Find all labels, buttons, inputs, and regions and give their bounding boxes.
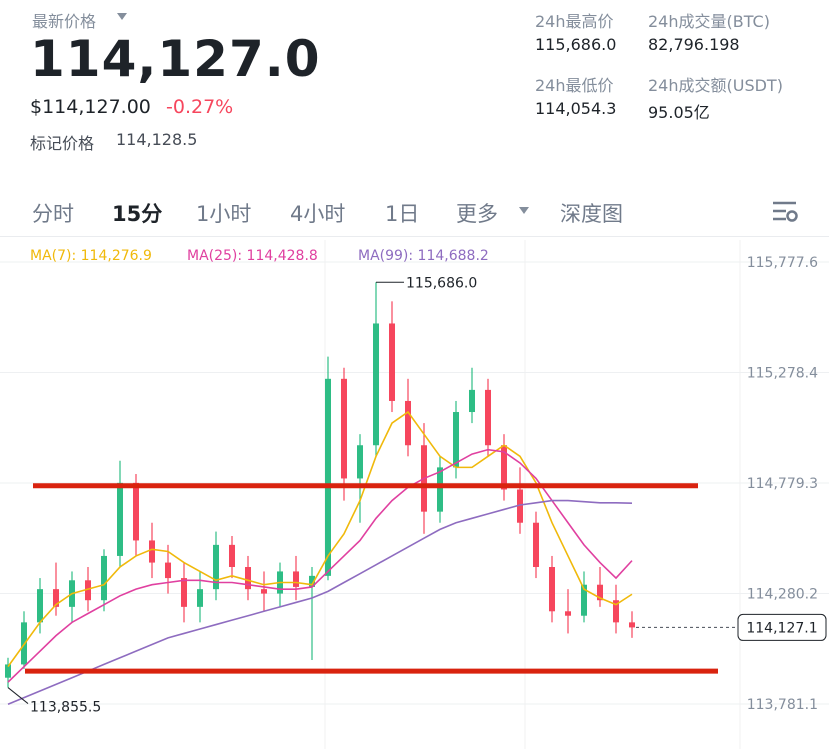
more-dropdown-icon[interactable] <box>518 206 530 216</box>
candle-body <box>101 555 107 601</box>
candle-body <box>5 664 11 678</box>
stat-value: 82,796.198 <box>648 35 740 54</box>
mark-price: 114,128.5 <box>116 130 198 149</box>
candle-body <box>405 400 411 446</box>
candle-body <box>533 522 539 568</box>
change: -0.27% <box>166 96 234 118</box>
candle-body <box>293 571 299 587</box>
divider <box>0 236 829 237</box>
tab[interactable]: 分时 <box>32 202 74 226</box>
usd-price: $114,127.00 <box>30 96 151 118</box>
stat-label: 24h最高价 <box>535 12 614 31</box>
candle-body <box>469 389 475 413</box>
y-tick-label: 113,781.1 <box>747 697 818 713</box>
dropdown-icon[interactable] <box>116 12 128 22</box>
stat-label: 24h最低价 <box>535 76 614 95</box>
candle-body <box>629 622 635 628</box>
candle-body <box>37 589 43 623</box>
candle-body <box>437 467 443 512</box>
candle-body <box>213 544 219 590</box>
candle-body <box>597 584 603 601</box>
tab[interactable]: 4小时 <box>290 202 346 226</box>
tab[interactable]: 1小时 <box>196 202 252 226</box>
candle-body <box>53 589 59 607</box>
candle-body <box>309 575 315 587</box>
candle-body <box>357 445 363 479</box>
candle-body <box>197 589 203 607</box>
low-label: 113,855.5 <box>30 700 101 716</box>
candle-body <box>261 589 267 594</box>
y-tick-label: 115,777.6 <box>747 255 818 271</box>
stat-value: 95.05亿 <box>648 103 710 122</box>
settings-icon[interactable] <box>772 200 798 224</box>
candle-body <box>613 600 619 623</box>
legend-entry: MA(7): 114,276.9 <box>30 248 152 264</box>
candle-body <box>165 562 171 579</box>
stat-label: 24h成交量(BTC) <box>648 12 770 31</box>
candle-body <box>389 323 395 401</box>
stat-value: 115,686.0 <box>535 35 617 54</box>
y-tick-label: 114,280.2 <box>747 587 818 603</box>
legend-entry: MA(25): 114,428.8 <box>187 248 318 264</box>
ma-line <box>7 448 633 683</box>
stat-label: 24h成交额(USDT) <box>648 76 783 95</box>
y-tick-label: 114,779.3 <box>747 476 818 492</box>
candle-body <box>341 378 347 479</box>
candle-body <box>117 482 123 556</box>
tab[interactable]: 更多 <box>456 202 498 226</box>
mark-label: 标记价格 <box>30 134 95 153</box>
last-price: 114,127.0 <box>30 30 321 88</box>
tab[interactable]: 1日 <box>385 202 420 226</box>
candle-body <box>485 389 491 446</box>
candle-body <box>245 567 251 590</box>
low-pointer <box>7 687 29 704</box>
candle-body <box>85 580 91 601</box>
stat-value: 114,054.3 <box>535 99 617 118</box>
candle-body <box>181 578 187 607</box>
candle-body <box>325 378 331 576</box>
last-price-box <box>737 613 827 641</box>
candle-body <box>517 489 523 523</box>
candle-body <box>565 611 571 616</box>
candle-body <box>373 323 379 446</box>
candlestick-chart: 115,777.6 115,278.4 114,779.3 114,280.2 113,… <box>0 240 829 749</box>
price-label: 最新价格 <box>32 12 97 31</box>
tab[interactable]: 深度图 <box>560 202 623 226</box>
tab-active[interactable]: 15分 <box>112 202 163 226</box>
legend-entry: MA(99): 114,688.2 <box>358 248 489 264</box>
candle-body <box>133 482 139 541</box>
candle-body <box>453 412 459 468</box>
candle-body <box>149 540 155 563</box>
last-price-label: 114,127.1 <box>746 620 817 636</box>
ma-line <box>7 499 633 706</box>
candle-body <box>581 584 587 616</box>
candle-body <box>549 567 555 612</box>
y-tick-label: 115,278.4 <box>747 366 818 382</box>
high-label: 115,686.0 <box>406 275 477 291</box>
candle-body <box>229 544 235 568</box>
candle-body <box>501 445 507 490</box>
